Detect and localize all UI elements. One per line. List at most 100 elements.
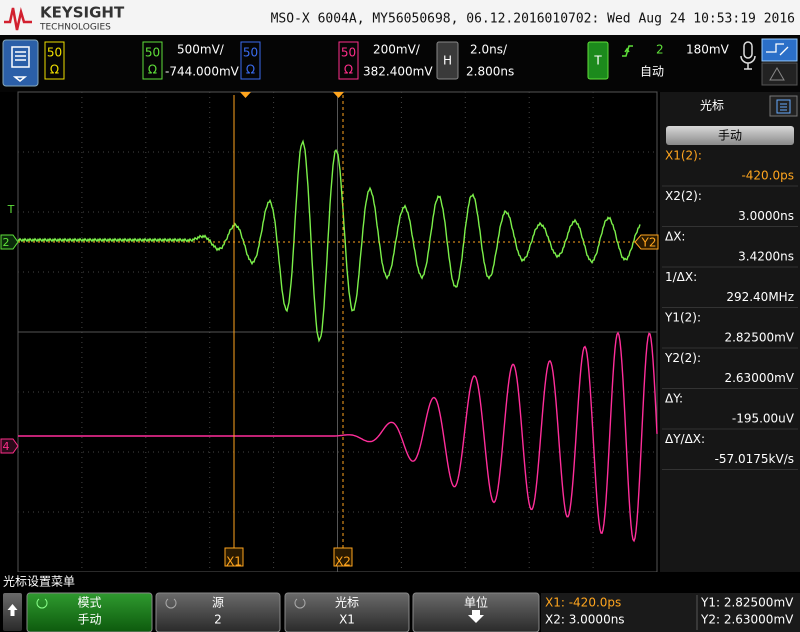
touch-button[interactable] [761, 38, 798, 62]
trigger-level: 180mV [686, 43, 730, 57]
softkey[interactable] [155, 592, 281, 632]
y2-marker-box [634, 234, 659, 250]
softkey-value: X1 [339, 613, 355, 627]
ch4-offset: 382.400mV [363, 65, 433, 79]
trigger-label: T [593, 54, 602, 68]
ch1-imp: 50 [47, 46, 62, 60]
readout-label: ΔY: [665, 392, 683, 406]
menu-back-icon [7, 604, 18, 616]
ch2-ground-marker: 2 [3, 236, 10, 249]
trigger-box[interactable] [587, 41, 609, 80]
ch2-waveform [17, 139, 641, 343]
horizontal-scale: 2.0ns/ [470, 43, 508, 57]
brand-sub: TECHNOLOGIES [39, 23, 111, 33]
status-y2: Y2: 2.63000mV [700, 613, 794, 627]
softkey[interactable] [284, 592, 410, 632]
softkey[interactable] [26, 592, 153, 632]
zoom-icon [769, 67, 785, 81]
ch3-box[interactable] [240, 41, 261, 80]
trigger-mode: 自动 [640, 65, 664, 79]
cursor-mode-button[interactable] [666, 126, 794, 145]
x2-marker-box [333, 547, 353, 567]
status-box [541, 593, 800, 632]
softkey-label: 源 [212, 596, 224, 610]
readout-label: X2(2): [665, 189, 702, 203]
y2-marker: Y2 [641, 236, 657, 250]
horizontal-box[interactable] [436, 41, 459, 80]
ch2-imp: 50 [145, 46, 160, 60]
readout-value: -57.0175kV/s [715, 452, 794, 466]
header-bar [0, 0, 800, 35]
ch4-ground-marker-box [0, 438, 19, 454]
x2-marker: X2 [335, 555, 351, 569]
readout-label: 1/ΔX: [665, 270, 697, 284]
readout-label: ΔY/ΔX: [665, 432, 705, 446]
softkey-knob-icon [36, 598, 48, 609]
logo-icon [4, 7, 32, 31]
channel-bar [0, 35, 800, 92]
cursor-panel [660, 92, 800, 572]
ch1-ohm: Ω [50, 63, 59, 77]
horizontal-position: 2.800ns [466, 65, 514, 79]
header-title: MSO-X 6004A, MY56050698, 06.12.201601070… [271, 12, 795, 27]
ch4-ground-marker: 4 [3, 440, 10, 453]
softkey-knob-icon [165, 598, 177, 609]
grid [18, 92, 657, 572]
status-x2: X2: 3.0000ns [545, 613, 625, 627]
ch4-box[interactable] [338, 41, 359, 80]
readout-value: 3.0000ns [738, 209, 794, 223]
softkey-knob-icon [294, 598, 306, 609]
ch1-box[interactable] [44, 41, 65, 80]
ch4-waveform [18, 331, 658, 543]
readout-value: 292.40MHz [726, 290, 794, 304]
status-x1: X1: -420.0ps [545, 596, 621, 610]
ch2-offset: -744.000mV [165, 65, 240, 79]
ch4-scale: 200mV/ [373, 43, 421, 57]
voice-icon[interactable] [740, 41, 756, 70]
ch2-ground-marker-box [0, 234, 19, 250]
ch3-ohm: Ω [246, 63, 255, 77]
x1-marker-box [224, 547, 244, 567]
cursor-readouts: X1(2): -420.0ps X2(2): 3.0000ns ΔX: 3.4200ns 1… [662, 149, 798, 470]
status-y1: Y1: 2.82500mV [700, 596, 794, 610]
cursor-top-markers [240, 92, 344, 98]
trigger-source: 2 [656, 43, 664, 57]
readout-value: -195.00uV [732, 412, 795, 426]
menu-icon [11, 46, 30, 82]
brand: KEYSIGHT [40, 4, 125, 22]
readout-label: ΔX: [665, 230, 685, 244]
trigger-level-marker: T [7, 203, 15, 216]
ch2-box[interactable] [142, 41, 163, 80]
waveforms [17, 139, 658, 543]
ch2-ohm: Ω [148, 63, 157, 77]
readout-value: 3.4200ns [738, 250, 794, 264]
ch4-ohm: Ω [344, 63, 353, 77]
readout-value: -420.0ps [741, 169, 794, 183]
ch2-scale: 500mV/ [177, 43, 225, 57]
softkey-value: 手动 [77, 613, 101, 627]
readout-label: Y2(2): [664, 351, 701, 365]
ch3-imp: 50 [243, 46, 258, 60]
horizontal-label: H [443, 54, 452, 68]
softkey-label: 光标 [335, 596, 359, 610]
trigger-edge-icon [622, 45, 633, 57]
readout-label: Y1(2): [664, 311, 701, 325]
readout-label: X1(2): [665, 149, 702, 163]
softkey-label: 单位 [464, 595, 488, 610]
menu-title: 光标设置菜单 [3, 575, 75, 589]
panel-menu-icon [776, 99, 791, 114]
softkey-label: 模式 [77, 596, 101, 610]
touch-icon [766, 43, 789, 56]
readout-value: 2.63000mV [724, 371, 794, 385]
softkey-arrow [468, 610, 484, 623]
ch4-imp: 50 [341, 46, 356, 60]
softkey-value: 2 [214, 613, 222, 627]
zoom-button[interactable] [761, 62, 798, 86]
cursor-panel-title: 光标 [700, 99, 724, 113]
x1-marker: X1 [226, 555, 242, 569]
readout-value: 2.82500mV [724, 331, 794, 345]
cursor-mode: 手动 [718, 129, 742, 143]
